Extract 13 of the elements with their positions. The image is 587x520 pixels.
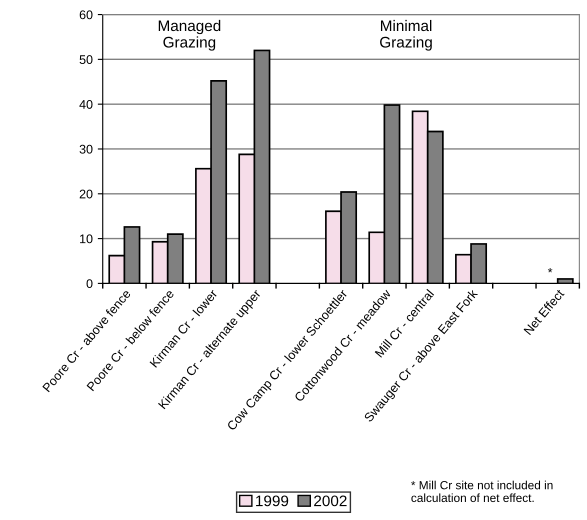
y-tick-label: 30 <box>80 144 93 154</box>
y-tick-label: 40 <box>79 100 93 109</box>
y-tick-label: 0 <box>86 279 93 288</box>
y-tick-label: 20 <box>80 190 93 198</box>
y-tick-label: 50 <box>80 55 93 64</box>
legend-label: 2002 <box>314 495 347 506</box>
annotation: * <box>548 268 552 272</box>
y-tick-label: 60 <box>80 10 93 20</box>
legend-label: 1999 <box>256 495 288 506</box>
text: * Mill Cr site not included in calculation of net effect. <box>411 480 553 502</box>
annotation: Managed Grazing <box>158 20 220 51</box>
annotation: Minimal Grazing <box>380 20 432 51</box>
y-tick-label: 10 <box>80 234 93 244</box>
